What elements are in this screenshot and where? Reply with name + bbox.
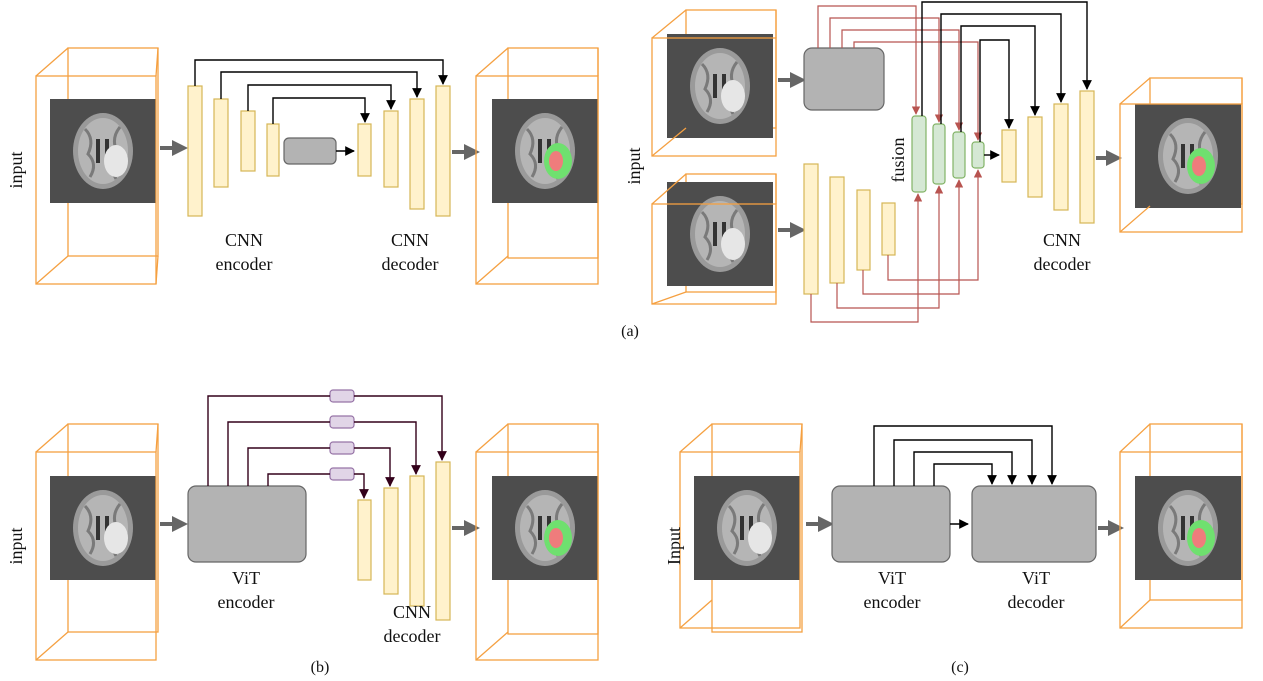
vit-decoder-block: [971, 485, 1097, 563]
decoder-feature-map-1: [1001, 129, 1017, 183]
input-volume-cube-bottom: [651, 173, 777, 305]
token-projection-4: [329, 467, 355, 481]
encoder-feature-map-3: [240, 110, 256, 172]
caption-c: (c): [951, 659, 969, 676]
decoder-label-line2: decoder: [384, 626, 441, 646]
panel-a-fusion: input fusion: [624, 1, 1243, 323]
decoder-feature-map-2: [1027, 116, 1043, 198]
token-projection-2: [329, 415, 355, 429]
input-volume-cube: [35, 423, 159, 661]
fusion-label: fusion: [888, 138, 908, 183]
cnn-branch-feature-map-4: [881, 202, 896, 256]
input-label: Input: [664, 527, 684, 565]
decoder-feature-map-3: [409, 98, 425, 210]
panel-b-vit-cnn: input ViT enc: [6, 389, 599, 661]
cnn-branch-feature-map-3: [856, 189, 871, 271]
output-segmentation-cube: [475, 423, 599, 661]
skip-connections: [194, 59, 448, 124]
decoder-label-line1: ViT: [1022, 568, 1050, 588]
decoder-feature-map-2: [383, 487, 399, 595]
skip-connections: [873, 425, 1057, 486]
encoder-label-line2: encoder: [864, 592, 921, 612]
encoder-feature-map-4: [266, 123, 280, 177]
fusion-block-1: [911, 115, 927, 193]
input-label: input: [6, 527, 26, 564]
decoder-label-line1: CNN: [393, 602, 431, 622]
output-segmentation-cube: [1119, 423, 1243, 629]
decoder-feature-map-3: [1053, 103, 1069, 211]
bottleneck-block: [283, 137, 337, 165]
encoder-feature-map-1: [187, 85, 203, 217]
encoder-label-line2: encoder: [216, 254, 273, 274]
input-volume-cube: [679, 423, 803, 633]
decoder-label-line2: decoder: [1034, 254, 1091, 274]
input-volume-cube: [35, 47, 159, 285]
caption-b: (b): [311, 659, 330, 676]
output-segmentation-cube: [475, 47, 599, 285]
output-segmentation-cube: [1119, 77, 1243, 233]
decoder-label-line1: CNN: [1043, 230, 1081, 250]
cnn-branch-feature-map-2: [829, 176, 845, 284]
encoder-label-line2: encoder: [218, 592, 275, 612]
decoder-label-line1: CNN: [391, 230, 429, 250]
decoder-feature-map-4: [435, 461, 451, 621]
decoder-feature-map-2: [383, 110, 399, 188]
decoder-feature-map-1: [357, 499, 372, 581]
vit-encoder-block: [187, 485, 307, 563]
decoder-label-line2: decoder: [382, 254, 439, 274]
input-label: input: [6, 151, 26, 188]
transformer-skip-connections: [817, 5, 983, 141]
encoder-label-line1: ViT: [878, 568, 906, 588]
panel-a-cnn: input CNN encoder CNN decoder: [6, 47, 599, 285]
transformer-branch-block: [803, 47, 885, 111]
encoder-feature-map-2: [213, 98, 229, 188]
decoder-feature-map-4: [1079, 90, 1095, 224]
fusion-block-4: [971, 141, 985, 169]
encoder-label-line1: CNN: [225, 230, 263, 250]
caption-a: (a): [621, 323, 639, 340]
fusion-block-2: [932, 123, 946, 185]
fusion-to-decoder-skips: [921, 1, 1092, 142]
cnn-skip-connections: [810, 169, 983, 323]
decoder-feature-map-1: [357, 123, 372, 177]
vit-encoder-block: [831, 485, 951, 563]
decoder-label-line2: decoder: [1008, 592, 1065, 612]
token-projection-1: [329, 389, 355, 403]
fusion-block-3: [952, 131, 966, 179]
input-label: input: [624, 147, 644, 184]
decoder-feature-map-4: [435, 85, 451, 217]
decoder-feature-map-3: [409, 475, 425, 607]
encoder-label-line1: ViT: [232, 568, 260, 588]
skip-connections: [207, 395, 447, 499]
panel-c-vit-vit: Input ViT encoder ViT decoder: [664, 423, 1243, 633]
token-projection-3: [329, 441, 355, 455]
cnn-branch-feature-map-1: [803, 163, 819, 295]
input-volume-cube-top: [651, 9, 777, 157]
